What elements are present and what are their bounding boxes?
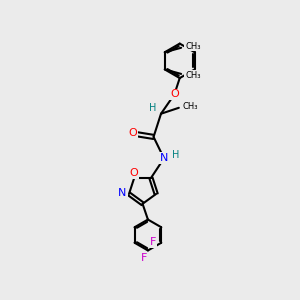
Text: O: O [170,89,179,99]
Text: H: H [172,150,179,160]
Text: N: N [118,188,127,198]
Text: O: O [129,168,138,178]
Text: F: F [141,253,148,263]
Text: CH₃: CH₃ [185,42,200,51]
Text: N: N [160,153,168,163]
Text: CH₃: CH₃ [185,71,200,80]
Text: H: H [149,103,156,113]
Text: CH₃: CH₃ [183,102,198,111]
Text: F: F [150,237,156,247]
Text: O: O [128,128,137,138]
